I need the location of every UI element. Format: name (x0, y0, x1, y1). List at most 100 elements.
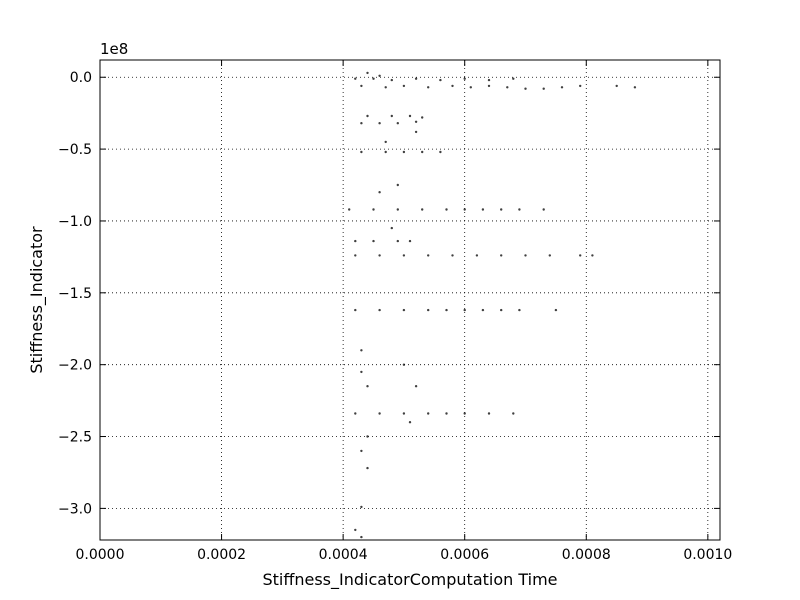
scatter-point (360, 150, 363, 154)
scatter-point (512, 412, 515, 415)
scatter-point (378, 191, 381, 194)
scatter-point (560, 86, 564, 89)
scatter-point (475, 254, 479, 257)
scatter-point (378, 122, 381, 125)
scatter-point (500, 308, 503, 312)
scatter-point (408, 114, 412, 118)
scatter-point (579, 254, 582, 257)
scatter-point (414, 120, 418, 124)
x-tick-label: 0.0004 (319, 547, 368, 563)
scatter-point (354, 528, 357, 532)
x-tick-label: 0.0008 (562, 547, 611, 563)
scatter-point (439, 150, 442, 154)
scatter-point (518, 308, 521, 312)
x-tick-label: 0.0006 (440, 547, 489, 563)
scatter-point (354, 254, 357, 257)
y-tick-label: 0.0 (70, 70, 92, 86)
scatter-point (421, 116, 424, 119)
scatter-point (506, 86, 509, 89)
scatter-point (414, 77, 418, 80)
scatter-point (360, 505, 363, 509)
scatter-point (463, 208, 466, 211)
scatter-point (354, 77, 357, 80)
scatter-point (524, 254, 527, 257)
x-tick-label: 0.0000 (76, 547, 125, 563)
scatter-point (402, 150, 406, 154)
scatter-point (378, 74, 381, 78)
scatter-point (360, 535, 363, 539)
x-axis-title: Stiffness_IndicatorComputation Time (262, 570, 557, 590)
scatter-point (554, 308, 558, 312)
scatter-point (378, 308, 381, 312)
scatter-point (421, 208, 424, 211)
y-tick-label: −1.5 (58, 286, 92, 302)
scatter-point (384, 86, 387, 89)
scatter-point (427, 412, 430, 415)
scatter-point (384, 150, 387, 154)
scatter-point (463, 308, 466, 312)
scatter-point (366, 466, 369, 470)
y-tick-label: −0.5 (58, 142, 92, 158)
scatter-point (439, 78, 442, 82)
y-offset-label: 1e8 (100, 40, 128, 58)
scatter-point (366, 71, 369, 75)
scatter-point (360, 370, 363, 374)
scatter-point (421, 150, 424, 154)
scatter-point (402, 308, 406, 312)
scatter-point (445, 308, 448, 312)
scatter-point (487, 78, 491, 82)
scatter-point (512, 77, 515, 80)
scatter-point (481, 208, 485, 211)
scatter-point (360, 122, 363, 125)
scatter-point (633, 86, 637, 89)
scatter-point (518, 208, 521, 211)
scatter-point (463, 77, 466, 80)
scatter-point (372, 77, 375, 80)
scatter-point (360, 449, 363, 453)
grid (99, 60, 720, 540)
scatter-point (396, 239, 399, 243)
scatter-point (463, 412, 466, 415)
scatter-point (354, 239, 357, 243)
plot-frame (99, 59, 721, 541)
scatter-point (481, 308, 485, 312)
scatter-point (427, 254, 430, 257)
scatter-point (408, 421, 412, 424)
scatter-point (396, 183, 399, 187)
scatter-point (354, 308, 357, 312)
scatter-point (500, 254, 503, 257)
scatter-point (427, 308, 430, 312)
scatter-point (451, 84, 454, 88)
scatter-point (542, 87, 545, 90)
scatter-point (451, 254, 454, 257)
axis-ticks: 0.0000 0.0002 0.0004 0.0006 0.0008 0.0010 0.0 −… (58, 60, 732, 563)
scatter-point (524, 87, 527, 90)
scatter-point (579, 84, 582, 88)
scatter-point (366, 385, 369, 388)
scatter-point (372, 239, 375, 243)
scatter-point (366, 435, 369, 438)
scatter-point (408, 239, 412, 243)
scatter-points (348, 71, 637, 539)
x-tick-label: 0.0002 (197, 547, 246, 563)
scatter-point (615, 84, 618, 88)
scatter-point (396, 208, 399, 211)
x-tick-label: 0.0010 (683, 547, 732, 563)
scatter-point (390, 114, 393, 118)
scatter-point (427, 86, 430, 89)
scatter-point (402, 363, 406, 366)
scatter-point (542, 208, 545, 211)
y-tick-label: −3.0 (58, 501, 92, 517)
scatter-point (402, 254, 406, 257)
scatter-point (390, 78, 393, 82)
scatter-point (487, 412, 491, 415)
scatter-point (487, 84, 491, 88)
scatter-point (414, 385, 418, 388)
y-axis-title: Stiffness_Indicator (27, 226, 47, 374)
scatter-point (500, 208, 503, 211)
y-tick-label: −2.5 (58, 430, 92, 446)
scatter-point (360, 349, 363, 352)
scatter-point (378, 412, 381, 415)
scatter-point (445, 412, 448, 415)
